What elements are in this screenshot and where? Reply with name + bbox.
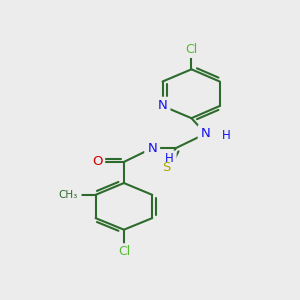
Text: N: N — [156, 98, 169, 113]
Text: O: O — [91, 154, 103, 169]
Text: N: N — [146, 141, 158, 156]
Text: H: H — [165, 152, 174, 165]
Text: N: N — [147, 142, 157, 155]
Text: S: S — [161, 160, 172, 175]
Text: N: N — [201, 127, 211, 140]
Text: H: H — [220, 129, 232, 142]
Text: N: N — [158, 100, 167, 112]
Text: Cl: Cl — [184, 42, 199, 56]
Text: Cl: Cl — [116, 245, 131, 259]
Text: CH₃: CH₃ — [56, 188, 80, 201]
Text: H: H — [164, 152, 175, 165]
Text: O: O — [92, 155, 102, 168]
Text: Cl: Cl — [118, 245, 130, 258]
Text: Cl: Cl — [185, 43, 198, 56]
Text: S: S — [162, 160, 170, 173]
Text: H: H — [222, 129, 230, 142]
Text: N: N — [200, 126, 212, 141]
Text: CH₃: CH₃ — [59, 190, 78, 200]
